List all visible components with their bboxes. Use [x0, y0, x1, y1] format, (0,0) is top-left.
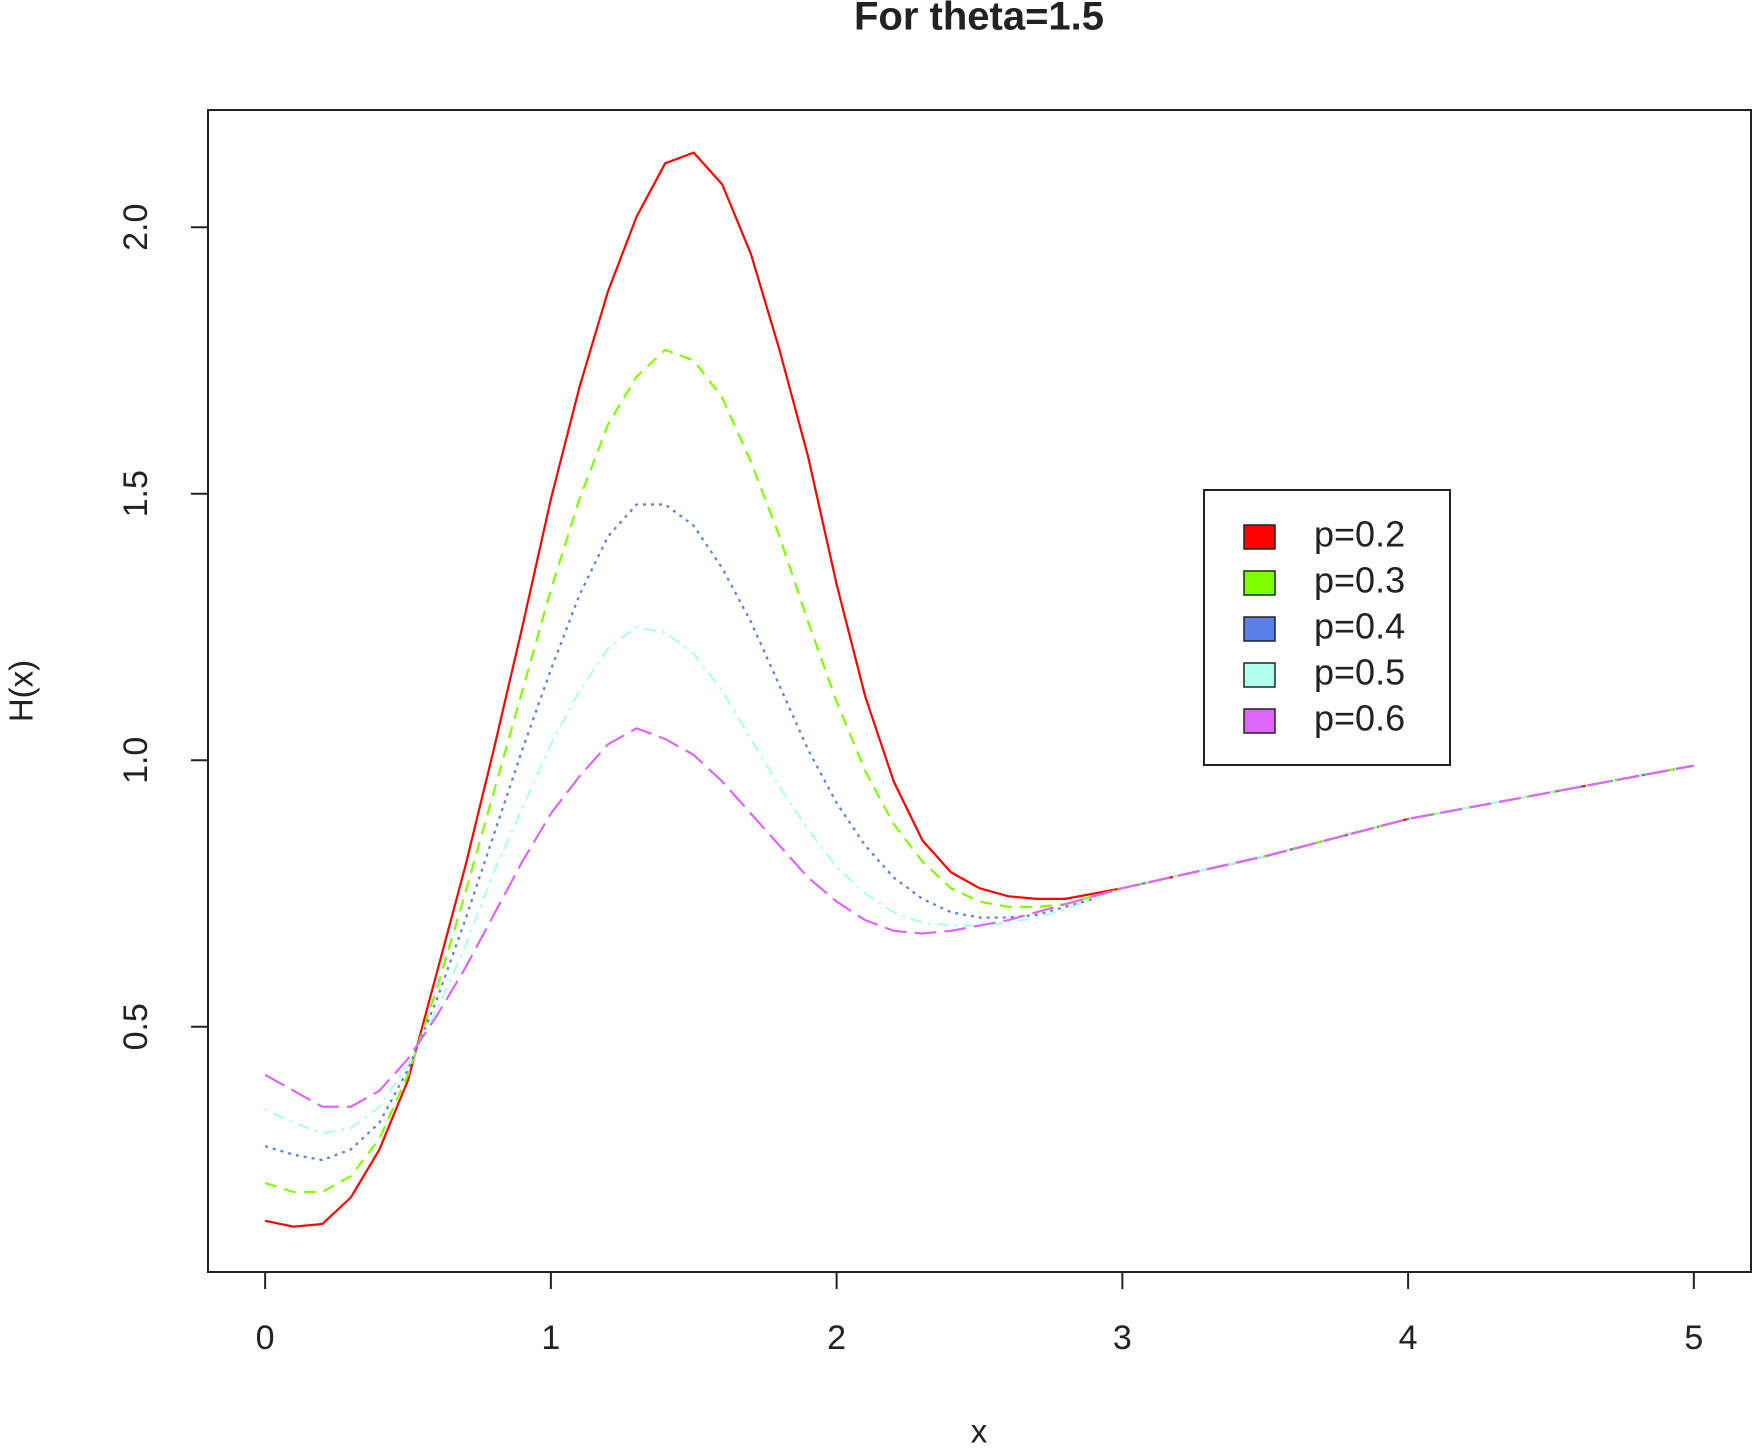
legend-swatch: [1243, 662, 1276, 688]
legend-swatch: [1243, 570, 1276, 596]
x-tick-label: 5: [1684, 1319, 1703, 1357]
series-line: [264, 151, 1695, 1228]
legend-label: p=0.4: [1314, 606, 1405, 647]
series-line: [264, 503, 1695, 1162]
legend-label: p=0.6: [1314, 698, 1405, 739]
x-tick-label: 0: [256, 1319, 275, 1357]
legend-label: p=0.3: [1314, 560, 1405, 601]
legend: p=0.2 p=0.3 p=0.4 p=0.5 p=0.6: [1203, 489, 1451, 766]
legend-swatch: [1243, 616, 1276, 642]
legend-label: p=0.2: [1314, 514, 1405, 555]
y-axis-label: H(x): [3, 660, 40, 722]
legend-swatch: [1243, 708, 1276, 734]
y-tick-label: 2.0: [117, 204, 155, 251]
x-tick-label: 1: [541, 1319, 560, 1357]
series-line: [264, 625, 1695, 1135]
x-tick-label: 3: [1113, 1319, 1132, 1357]
legend-label: p=0.5: [1314, 652, 1405, 693]
x-tick-label: 2: [827, 1319, 846, 1357]
y-tick-label: 0.5: [117, 1003, 155, 1050]
y-tick-label: 1.5: [117, 470, 155, 517]
legend-swatch: [1243, 524, 1276, 550]
chart-title: For theta=1.5: [854, 0, 1104, 39]
series-line: [264, 348, 1695, 1194]
series-line: [264, 727, 1695, 1108]
x-axis-label: x: [971, 1413, 988, 1450]
plot-frame: [207, 109, 1752, 1273]
x-tick-label: 4: [1399, 1319, 1418, 1357]
y-tick-label: 1.0: [117, 737, 155, 784]
